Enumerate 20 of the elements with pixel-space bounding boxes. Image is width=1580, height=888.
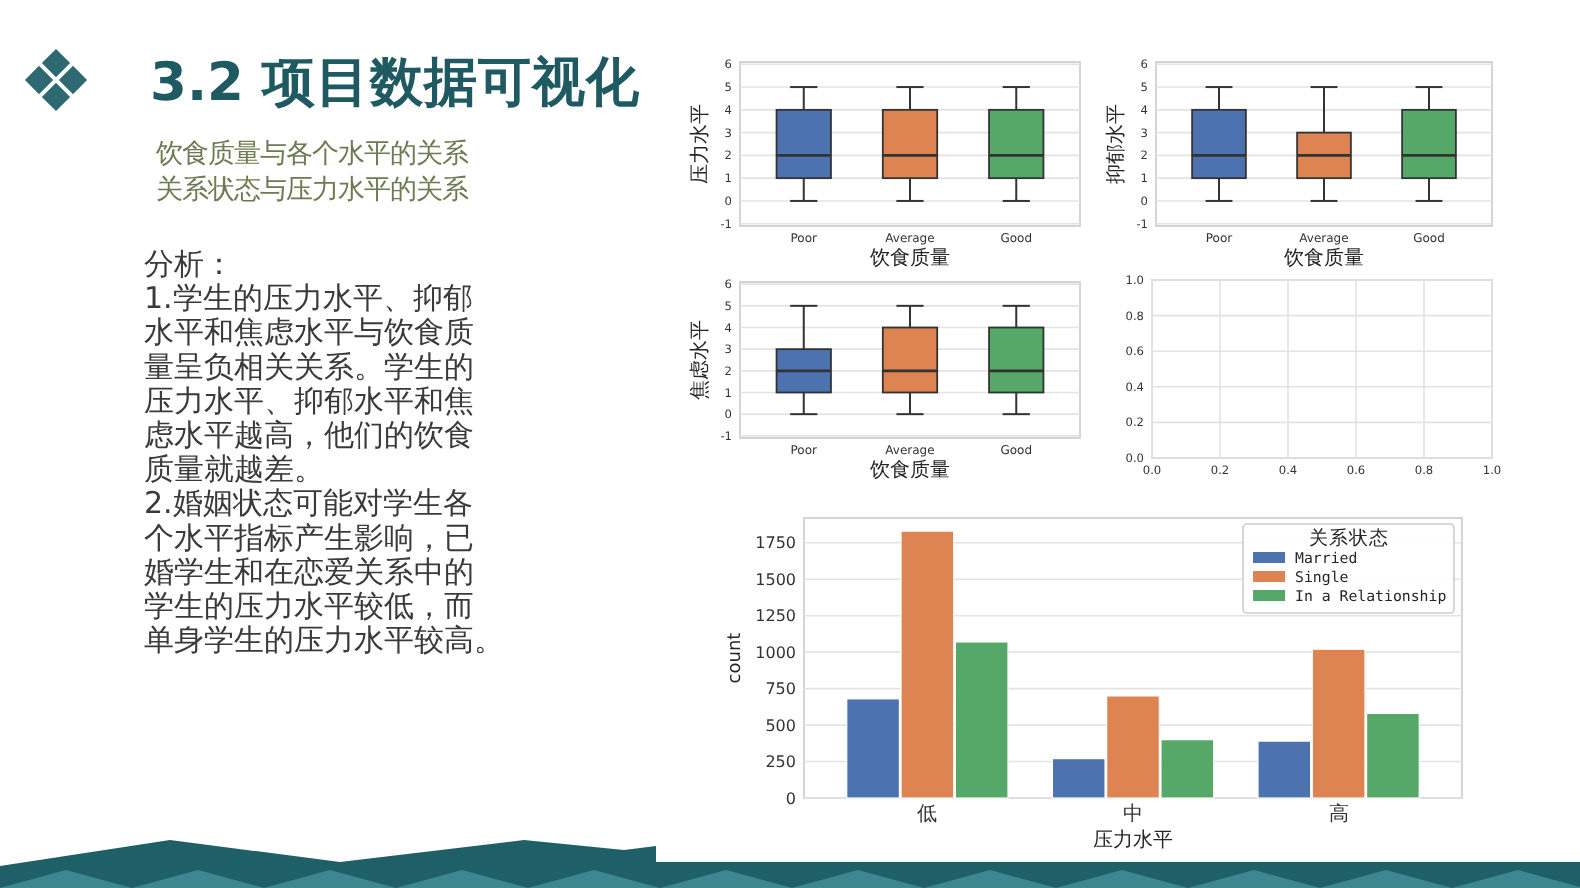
y-axis-title: 压力水平	[688, 104, 712, 184]
x-axis-title: 饮食质量	[868, 246, 950, 270]
y-tick-label: 250	[765, 753, 796, 772]
x-tick-label: 低	[917, 804, 938, 826]
y-tick-label: 1500	[755, 570, 796, 589]
x-axis-title: 饮食质量	[1282, 246, 1364, 270]
x-tick-label: 中	[1123, 802, 1143, 826]
x-axis-title: 饮食质量	[868, 458, 950, 482]
y-tick-label: 0	[785, 789, 796, 808]
y-tick-label: 1250	[755, 607, 796, 626]
y-tick-label: 1750	[755, 534, 796, 553]
x-axis-title: 压力水平	[1093, 828, 1173, 852]
x-tick-label: 高	[1328, 802, 1349, 826]
y-axis-title: count	[726, 631, 746, 684]
y-tick-label: 1000	[755, 643, 796, 662]
y-tick-label: 500	[765, 716, 796, 735]
y-axis-title: 抑郁水平	[1104, 104, 1128, 184]
y-tick-label: 750	[765, 680, 796, 699]
legend-title: 关系状态	[1308, 526, 1389, 550]
y-axis-title: 焦虑水平	[688, 320, 712, 400]
